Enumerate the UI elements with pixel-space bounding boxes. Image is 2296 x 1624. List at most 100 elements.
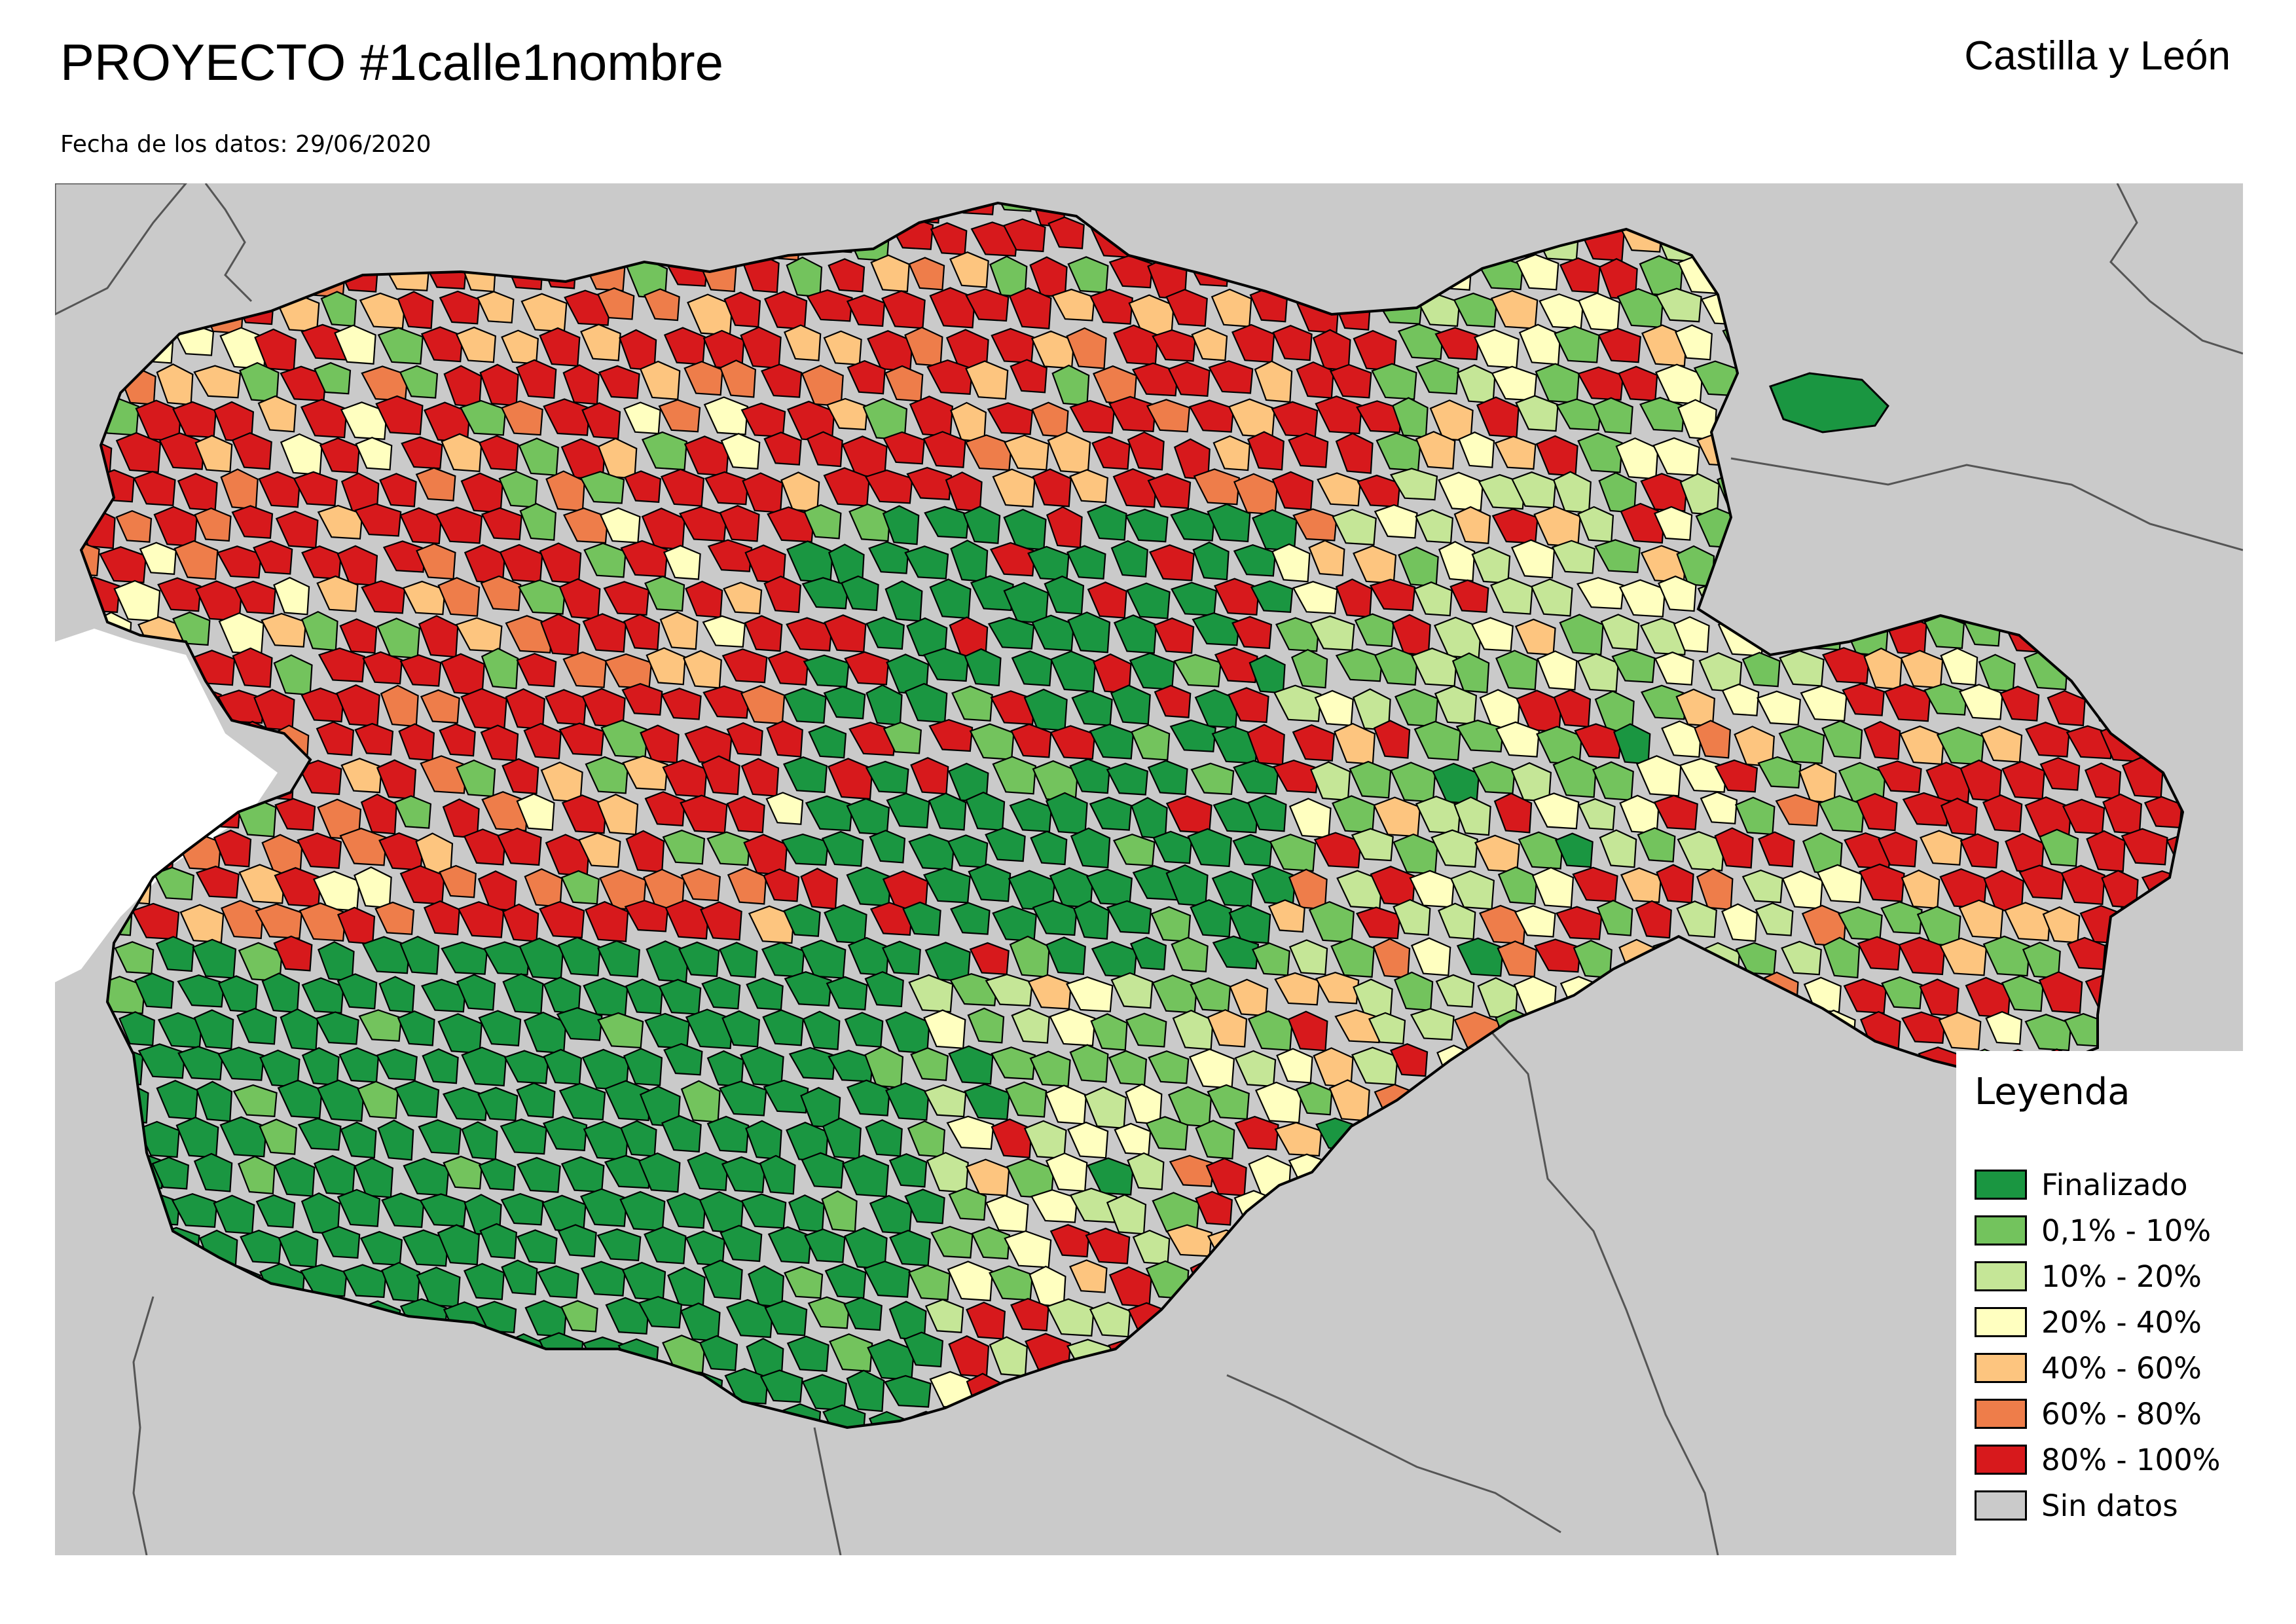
municipality-cell: [763, 432, 802, 466]
municipality-cell: [1311, 1266, 1357, 1304]
municipality-cell: [786, 203, 828, 219]
municipality-cell: [1233, 1190, 1278, 1228]
municipality-cell: [1288, 868, 1328, 910]
municipality-cell: [1106, 900, 1152, 934]
municipality-cell: [238, 1445, 276, 1479]
municipality-cell: [524, 1300, 568, 1338]
municipality-cell: [2024, 796, 2072, 840]
municipality-cell: [216, 545, 262, 579]
municipality-cell: [1596, 899, 1633, 936]
legend-label: 10% - 20%: [2041, 1259, 2202, 1294]
municipality-cell: [903, 1331, 944, 1368]
municipality-cell: [1654, 363, 1704, 405]
municipality-cell: [1721, 1118, 1759, 1157]
municipality-cell: [765, 792, 804, 825]
municipality-cell: [278, 1230, 319, 1268]
municipality-cell: [599, 869, 647, 912]
municipality-cell: [2082, 618, 2126, 657]
municipality-cell: [2210, 762, 2243, 798]
municipality-cell: [882, 505, 920, 545]
municipality-cell: [1048, 216, 1085, 249]
municipality-cell: [1924, 472, 1965, 509]
municipality-cell: [1857, 936, 1901, 970]
municipality-cell: [81, 1081, 107, 1124]
municipality-cell: [579, 471, 625, 504]
municipality-cell: [1231, 616, 1273, 650]
municipality-cell: [846, 294, 886, 327]
municipality-cell: [1533, 506, 1581, 547]
municipality-cell: [1453, 506, 1491, 544]
municipality-cell: [154, 1443, 196, 1476]
municipality-cell: [746, 1338, 784, 1380]
municipality-cell: [380, 203, 418, 221]
municipality-cell: [581, 203, 625, 225]
municipality-cell: [2064, 576, 2102, 610]
municipality-cell: [1011, 1008, 1050, 1044]
municipality-cell: [706, 1050, 744, 1088]
municipality-cell: [1939, 365, 1982, 403]
municipality-cell: [1351, 828, 1394, 862]
municipality-cell: [969, 723, 1015, 760]
municipality-cell: [908, 1264, 951, 1301]
municipality-cell: [539, 900, 585, 939]
municipality-cell: [261, 972, 301, 1014]
municipality-cell: [1576, 1227, 1618, 1261]
municipality-cell: [479, 1371, 517, 1406]
municipality-cell: [1838, 906, 1883, 941]
municipality-cell: [987, 402, 1034, 435]
municipality-cell: [1085, 868, 1133, 906]
municipality-cell: [1978, 654, 2016, 692]
municipality-cell: [519, 502, 557, 541]
municipality-cell: [863, 1261, 911, 1298]
municipality-cell: [339, 827, 388, 866]
municipality-cell: [1294, 1297, 1343, 1332]
municipality-cell: [1961, 324, 2007, 365]
municipality-cell: [1227, 1332, 1269, 1371]
municipality-cell: [644, 576, 685, 612]
municipality-cell: [1374, 1154, 1411, 1192]
municipality-cell: [943, 1409, 987, 1428]
municipality-cell: [258, 471, 301, 508]
municipality-cell: [1776, 579, 1812, 616]
municipality-cell: [885, 1011, 930, 1054]
municipality-cell: [1248, 1299, 1296, 1340]
municipality-cell: [1762, 1409, 1809, 1428]
municipality-cell: [1172, 1009, 1214, 1050]
municipality-cell: [1045, 792, 1088, 835]
municipality-cell: [1655, 287, 1702, 323]
municipality-cell: [1335, 432, 1374, 474]
municipality-cell: [1291, 648, 1328, 689]
municipality-cell: [497, 827, 542, 866]
municipality-cell: [2227, 437, 2243, 474]
municipality-cell: [724, 219, 771, 255]
municipality-cell: [94, 1333, 139, 1369]
municipality-cell: [175, 1116, 219, 1158]
map-frame: Leyenda Finalizado 0,1% - 10% 10% - 20% 20%…: [55, 183, 2243, 1555]
municipality-cell: [1595, 1403, 1635, 1428]
municipality-cell: [622, 755, 668, 791]
municipality-cell: [1843, 471, 1891, 506]
municipality-cell: [906, 466, 953, 500]
municipality-cell: [1008, 287, 1052, 329]
municipality-cell: [498, 470, 538, 508]
municipality-cell: [1965, 546, 2013, 586]
municipality-cell: [524, 1375, 570, 1417]
municipality-cell: [1535, 435, 1578, 477]
municipality-cell: [1456, 937, 1504, 977]
municipality-cell: [1108, 396, 1157, 433]
municipality-cell: [301, 977, 344, 1014]
municipality-cell: [1233, 473, 1279, 515]
municipality-cell: [683, 360, 723, 396]
municipality-cell: [545, 834, 591, 877]
municipality-cell: [989, 255, 1028, 298]
municipality-cell: [868, 1411, 909, 1428]
municipality-cell: [217, 975, 259, 1013]
municipality-cell: [1129, 652, 1175, 690]
municipality-cell: [2062, 289, 2107, 327]
municipality-cell: [786, 256, 823, 298]
municipality-cell: [1489, 1373, 1533, 1416]
municipality-cell: [1898, 936, 1946, 976]
municipality-cell: [684, 726, 733, 765]
municipality-cell: [1733, 219, 1780, 259]
municipality-cell: [582, 613, 627, 653]
